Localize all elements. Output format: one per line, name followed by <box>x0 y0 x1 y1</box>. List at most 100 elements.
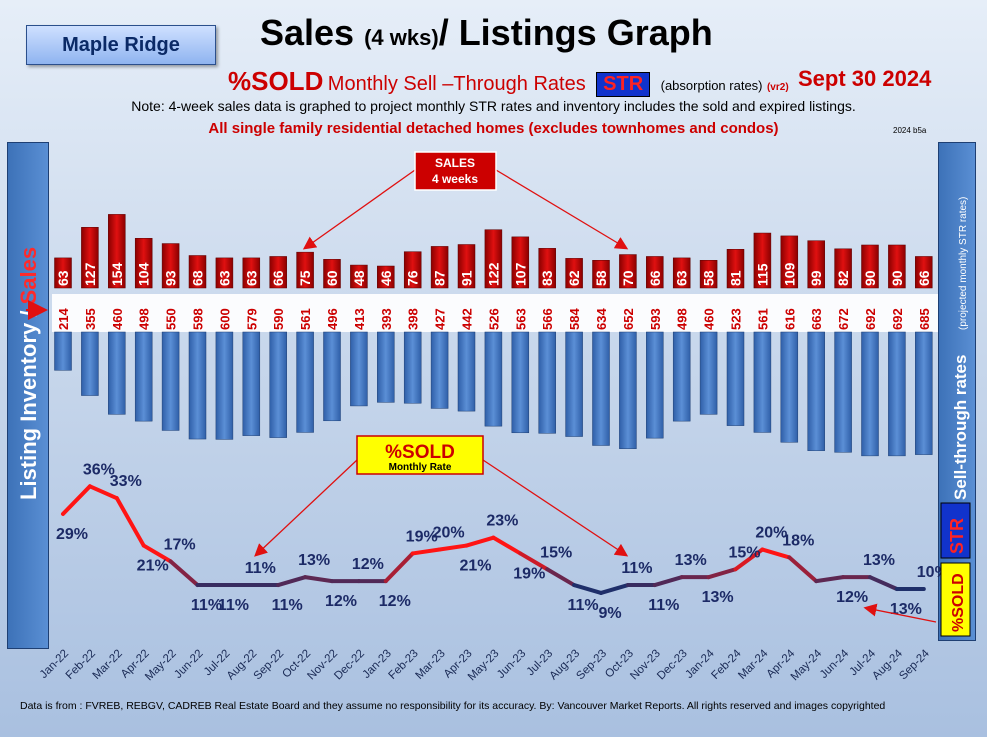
inventory-bar-Jan-22 <box>54 331 72 371</box>
version-tag: (vr2) <box>766 82 789 93</box>
footer-credit: Data is from : FVREB, REBGV, CADREB Real… <box>20 700 886 712</box>
inventory-label-Dec-23: 498 <box>675 308 690 330</box>
sales-bar-Jan-23 <box>377 265 395 289</box>
sold-rate-labels: 29%36%33%21%17%11%11%11%11%13%12%12%12%1… <box>56 461 949 622</box>
str-tag-box <box>940 502 971 559</box>
subtitle-sell-through: Monthly Sell –Through Rates <box>327 73 586 95</box>
inventory-label-Sep-24: 685 <box>917 308 932 330</box>
inventory-bar-Jan-24 <box>699 331 718 415</box>
sales-bar-Aug-23 <box>565 258 583 289</box>
x-tick-Jun-23: Jun-23 <box>495 648 528 681</box>
inventory-bar-Mar-23 <box>430 331 449 409</box>
sales-label-Feb-24: 81 <box>728 270 744 286</box>
inventory-bar-Aug-24 <box>888 331 906 457</box>
x-tick-Sep-22: Sep-22 <box>252 648 287 683</box>
chart-note: Note: 4-week sales data is graphed to pr… <box>131 98 856 114</box>
inventory-bar-Mar-24 <box>753 331 772 433</box>
sold-label-Aug-23: 11% <box>568 597 599 614</box>
sales-bar-Jul-24 <box>861 244 879 289</box>
inventory-label-Jan-23: 393 <box>379 308 394 330</box>
x-tick-Dec-23: Dec-23 <box>655 648 690 683</box>
sales-label-Jan-24: 58 <box>701 270 717 286</box>
inventory-bar-Apr-24 <box>780 331 799 443</box>
sales-label-Aug-22: 63 <box>243 270 259 286</box>
sales-label-Jun-24: 82 <box>835 270 851 286</box>
sales-label-Jul-23: 83 <box>539 270 555 286</box>
sold-line-segment-Feb-23 <box>410 547 442 556</box>
title-period: (4 wks) <box>364 25 439 50</box>
callout-arrows <box>254 169 937 623</box>
inventory-label-Feb-22: 355 <box>83 308 98 330</box>
x-tick-May-24: May-24 <box>789 647 825 683</box>
inventory-bar-Oct-23 <box>619 331 637 449</box>
sales-bar-Sep-24 <box>915 256 933 289</box>
sales-bar-Jul-23 <box>538 248 556 289</box>
sales-label-Oct-23: 70 <box>620 270 636 286</box>
str-badge: STR <box>596 72 651 97</box>
inventory-label-Jul-24: 692 <box>863 308 878 330</box>
sales-bar-Dec-22 <box>350 264 368 289</box>
inventory-label-Feb-24: 523 <box>729 308 744 330</box>
inventory-bar-Feb-24 <box>726 331 745 426</box>
sold-line-segment-Nov-23 <box>652 575 684 588</box>
sales-label-May-22: 93 <box>163 270 179 286</box>
sold-label-Jun-22: 11% <box>191 597 222 614</box>
inventory-bar-Apr-22 <box>134 331 153 422</box>
chart-scope: All single family residential detached h… <box>208 120 779 137</box>
sales-label-Mar-24: 115 <box>754 263 770 286</box>
sold-label-Jan-24: 13% <box>702 589 734 606</box>
sales-bar-Jan-24 <box>699 260 718 289</box>
sales-callout-title: SALES <box>435 156 475 170</box>
sales-label-Sep-23: 58 <box>593 270 609 286</box>
sold-tag-arrow <box>863 603 937 623</box>
sales-bar-Mar-24 <box>753 232 772 289</box>
right-axis-title: Sell-through rates (projected monthly ST… <box>940 197 971 637</box>
inventory-label-Nov-23: 593 <box>648 308 663 330</box>
x-tick-Jun-22: Jun-22 <box>172 648 205 681</box>
sales-label-Aug-24: 90 <box>889 270 905 286</box>
x-tick-Jun-24: Jun-24 <box>818 647 852 681</box>
inventory-bar-Jun-23 <box>511 331 530 434</box>
region-badge: Maple Ridge <box>26 25 216 65</box>
inventory-label-Mar-23: 427 <box>433 308 448 330</box>
inventory-label-Oct-23: 652 <box>621 308 636 330</box>
sales-label-Jul-22: 63 <box>216 270 232 286</box>
inventory-label-Jun-23: 563 <box>513 308 528 330</box>
sold-label-Dec-23: 13% <box>675 552 707 569</box>
sales-bars <box>54 214 933 289</box>
inventory-bar-Jun-24 <box>834 331 852 453</box>
sold-line-segment-Apr-22 <box>141 543 173 564</box>
sales-label-Oct-22: 75 <box>297 270 313 286</box>
sales-bar-Sep-23 <box>592 260 610 289</box>
sold-tag-box <box>940 562 971 637</box>
sold-label-Jul-23: 15% <box>540 544 572 561</box>
x-tick-Mar-22: Mar-22 <box>91 648 125 682</box>
sales-arrow-right <box>495 169 629 250</box>
sales-bar-Apr-22 <box>134 238 153 289</box>
sold-callout: %SOLD Monthly Rate <box>356 435 484 475</box>
sales-label-Jun-22: 68 <box>190 270 206 286</box>
chart-title: Sales (4 wks)/ Listings Graph <box>260 12 713 54</box>
inventory-label-Aug-23: 584 <box>567 308 582 330</box>
sold-callout-title: %SOLD <box>385 442 455 463</box>
sold-line-segment-Feb-24 <box>733 547 765 572</box>
sold-label-Aug-22: 11% <box>245 560 276 577</box>
inventory-label-Jan-22: 214 <box>56 308 71 330</box>
sold-label-Feb-24: 15% <box>728 544 760 561</box>
sales-bar-Jun-22 <box>188 255 207 289</box>
sales-bar-Apr-23 <box>457 244 476 289</box>
inventory-label-Sep-22: 590 <box>271 308 286 330</box>
sold-label-Sep-22: 11% <box>272 597 303 614</box>
sold-label-Jan-23: 12% <box>379 593 411 610</box>
inventory-label-Feb-23: 398 <box>406 308 421 330</box>
inventory-bar-Feb-22 <box>81 331 99 396</box>
sales-bar-Mar-22 <box>108 214 126 289</box>
sales-arrow-left <box>302 169 416 250</box>
sold-label-Nov-23: 11% <box>648 597 679 614</box>
inventory-bars <box>54 331 933 457</box>
inventory-bar-Sep-24 <box>915 331 933 455</box>
sales-bar-May-22 <box>161 243 180 289</box>
sold-line-segment-Mar-23 <box>437 543 469 552</box>
inventory-bar-Jul-23 <box>538 331 556 434</box>
inventory-bar-Apr-23 <box>457 331 476 412</box>
